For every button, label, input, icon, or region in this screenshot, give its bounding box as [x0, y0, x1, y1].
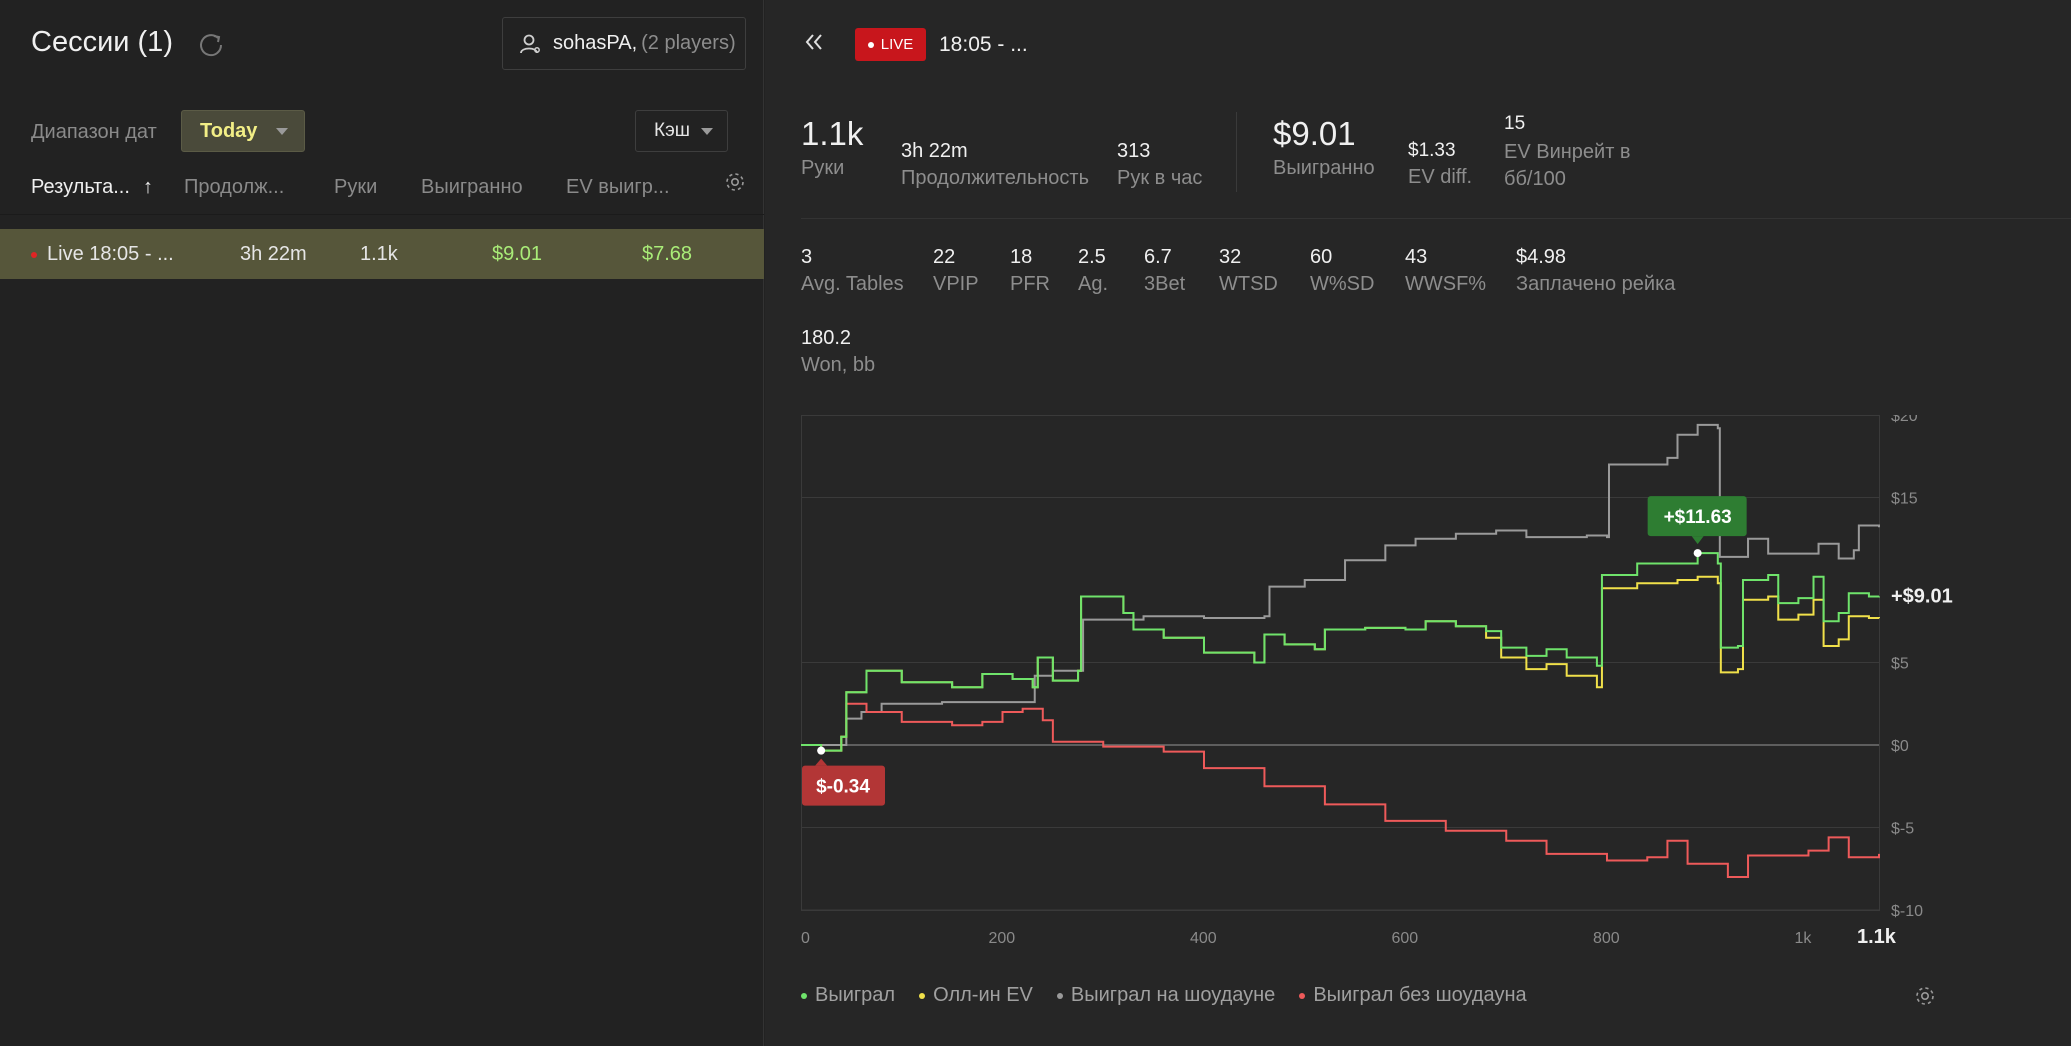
legend-dot-icon	[1299, 992, 1306, 999]
player-selector-button[interactable]: sohasPA, (2 players)	[502, 17, 746, 70]
legend-dot-icon	[919, 992, 926, 999]
sessions-title: Сессии (1)	[31, 26, 173, 58]
stat-pfr: 18 PFR	[1010, 246, 1050, 295]
session-ev-won: $7.68	[642, 243, 693, 265]
x-tick-label: 800	[1593, 930, 1620, 947]
session-hands: 1.1k	[360, 243, 398, 265]
stat-wtsd: 32 WTSD	[1219, 246, 1278, 295]
legend-dot-icon	[1056, 992, 1063, 999]
sort-arrow-icon: ↑	[143, 176, 153, 198]
chevron-down-icon	[701, 128, 713, 135]
stat-won-bb: 180.2 Won, bb	[801, 327, 876, 376]
series-line	[801, 702, 1880, 878]
live-label: LIVE	[880, 36, 914, 53]
chart-settings-gear-icon[interactable]	[1913, 984, 1937, 1008]
refresh-icon[interactable]	[196, 30, 226, 60]
column-header-result[interactable]: Результа...	[31, 176, 130, 198]
legend-item-allin-ev[interactable]: Олл-ин EV	[919, 984, 1033, 1007]
legend-item-won[interactable]: Выиграл	[801, 984, 895, 1007]
date-range-dropdown[interactable]: Today	[181, 110, 305, 152]
profit-chart: $-10 $-5 $0 $5 $15 $20 0 200 400 600 800 1k 1.1k +$9.…	[801, 408, 1971, 955]
column-header-duration[interactable]: Продолж...	[184, 176, 285, 198]
date-range-label: Диапазон дат	[31, 121, 157, 143]
stat-won: $9.01 Выигранно	[1273, 115, 1375, 179]
column-header-ev-won[interactable]: EV выигр...	[566, 176, 670, 198]
stat-3bet: 6.7 3Bet	[1144, 246, 1186, 295]
player-name: sohasPA,	[553, 32, 638, 54]
legend-dot-icon	[801, 992, 807, 999]
x-tick-label: 0	[801, 930, 810, 947]
stat-avg-tables: 3 Avg. Tables	[801, 246, 904, 295]
game-type-dropdown[interactable]: Кэш	[635, 110, 728, 152]
y-tick-label: $15	[1891, 491, 1918, 508]
x-tick-label: 600	[1391, 930, 1418, 947]
stat-hands-per-hour: 313 Рук в час	[1117, 140, 1203, 189]
max-point	[1693, 549, 1702, 558]
y-tick-label: $0	[1891, 738, 1909, 755]
session-duration: 3h 22m	[240, 243, 307, 265]
session-name: Live 18:05 - ...	[47, 243, 174, 265]
column-header-won[interactable]: Выигранно	[421, 176, 523, 198]
sessions-panel: Сессии (1) sohasPA, (2 players) Диапазон…	[0, 0, 764, 1046]
live-dot-icon	[31, 252, 37, 258]
column-header-hands[interactable]: Руки	[334, 176, 378, 198]
stat-aggression: 2.5 Ag.	[1078, 246, 1109, 295]
stat-divider	[1236, 112, 1237, 192]
stats-separator	[801, 218, 2071, 219]
stat-wwsf: 43 WWSF%	[1405, 246, 1487, 295]
x-tick-label: 200	[988, 930, 1015, 947]
legend-item-won-no-showdown[interactable]: Выиграл без шоудауна	[1299, 984, 1527, 1007]
gear-icon[interactable]	[723, 170, 747, 194]
y-tick-label: $20	[1891, 415, 1918, 425]
chart-legend: Выиграл Олл-ин EV Выиграл на шоудауне Вы…	[801, 984, 1551, 1007]
stat-wsd: 60 W%SD	[1310, 246, 1375, 295]
y-tick-label: $5	[1891, 656, 1909, 673]
min-label: $-0.34	[816, 777, 870, 798]
legend-item-won-showdown[interactable]: Выиграл на шоудауне	[1056, 984, 1275, 1007]
stat-hands: 1.1k Руки	[801, 115, 864, 179]
max-callout	[1647, 496, 1747, 537]
session-detail-panel: LIVE 18:05 - ... 1.1k Руки 3h 22m Продол…	[765, 0, 2071, 1046]
series-line	[801, 423, 1880, 746]
collapse-left-icon[interactable]	[801, 28, 829, 56]
min-callout	[802, 765, 885, 806]
game-type-value: Кэш	[654, 120, 691, 141]
end-value-label: +$9.01	[1891, 585, 1953, 607]
session-row[interactable]: Live 18:05 - ... 3h 22m 1.1k $9.01 $7.68	[0, 229, 764, 279]
stat-rake: $4.98 Заплачено рейка	[1516, 246, 1676, 295]
series-line	[801, 552, 1880, 752]
max-callout-arrow	[1691, 536, 1704, 545]
stat-duration: 3h 22m Продолжительность	[901, 140, 1089, 189]
live-badge: LIVE	[855, 28, 926, 61]
user-icon	[520, 34, 540, 53]
profit-chart-svg: $-10 $-5 $0 $5 $15 $20 0 200 400 600 800 1k 1.1k +$9.…	[801, 408, 1953, 948]
x-end-label: 1.1k	[1857, 926, 1897, 948]
live-dot-icon	[867, 41, 874, 48]
x-tick-label: 400	[1190, 930, 1217, 947]
stat-ev-winrate: 15 EV Винрейт в бб/100	[1504, 113, 1631, 190]
player-count: (2 players)	[641, 32, 736, 54]
min-point	[817, 746, 826, 755]
list-separator	[0, 214, 764, 215]
session-won: $9.01	[492, 243, 543, 265]
max-label: +$11.63	[1664, 507, 1732, 528]
stat-vpip: 22 VPIP	[933, 246, 979, 295]
min-callout-arrow	[815, 758, 828, 766]
stat-ev-diff: $1.33 EV diff.	[1408, 140, 1473, 188]
chevron-down-icon	[276, 128, 288, 135]
y-tick-label: $-5	[1891, 821, 1914, 838]
date-range-value: Today	[200, 119, 258, 142]
x-tick-label: 1k	[1794, 930, 1812, 947]
session-title: 18:05 - ...	[939, 33, 1028, 56]
y-tick-label: $-10	[1891, 903, 1923, 920]
